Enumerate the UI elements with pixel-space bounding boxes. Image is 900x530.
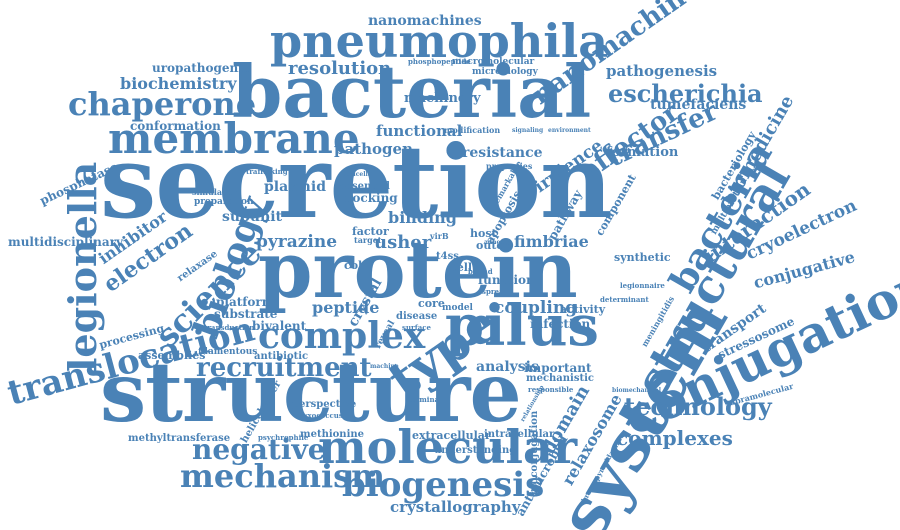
word-binding: binding	[388, 208, 457, 227]
word-terminal: terminal	[408, 395, 442, 404]
word-recruitment: recruitment	[196, 353, 372, 383]
word-pyrazine: pyrazine	[256, 232, 338, 252]
word-essential: essential	[340, 181, 390, 192]
word-mechanistic: mechanistic	[526, 373, 594, 384]
word-microbiology: microbiology	[472, 67, 538, 77]
word-chaperone: chaperone	[68, 85, 257, 123]
word-platform: platform	[216, 295, 275, 309]
word-adhesin: adhesin	[484, 239, 511, 246]
word-escherichia: escherichia	[608, 79, 763, 108]
word-subunit: subunit	[222, 209, 282, 225]
word-pneumophila: pneumophila	[270, 14, 609, 68]
word-complex: complex	[258, 315, 426, 357]
word-usher: usher	[374, 232, 432, 253]
word-disease: disease	[396, 311, 438, 322]
word-coli: coli	[344, 259, 367, 272]
word-protein: protein	[258, 225, 578, 316]
word-responsible: responsible	[528, 385, 574, 394]
word-macromolecular: macromolecular	[452, 57, 535, 67]
word-factor: factor	[352, 225, 389, 238]
word-model: model	[442, 303, 473, 313]
word-formation: formation	[606, 145, 679, 160]
word-functional: functional	[376, 122, 463, 140]
word-perspective: perspective	[292, 399, 357, 410]
word-technology: technology	[624, 392, 772, 421]
word-structure: structure	[100, 345, 522, 441]
word-properties: properties	[486, 161, 533, 171]
word-resistance: resistance	[462, 145, 543, 161]
word-negative: negative	[192, 433, 326, 466]
word-cell: cell	[450, 261, 473, 274]
word-mechanism: mechanism	[180, 457, 385, 495]
word-membrane: membrane	[108, 114, 360, 163]
word-pathogenesis: pathogenesis	[606, 62, 718, 80]
word-t4ss: t4ss	[436, 251, 459, 262]
word-pathogen: pathogen	[334, 140, 413, 158]
word-nanomachines: nanomachines	[368, 13, 482, 29]
word-bound: bound	[468, 267, 493, 276]
word-docking: docking	[344, 191, 398, 205]
word-virB: virB	[430, 231, 449, 241]
word-resolution: resolution	[288, 58, 392, 79]
word-trafficking: trafficking	[246, 167, 288, 176]
word-biogenesis: biogenesis	[342, 465, 545, 505]
word-filamentous: filamentous	[198, 347, 258, 357]
word-extracellular: extracellular	[412, 429, 491, 442]
word-substrate: substrate	[214, 307, 278, 321]
word-molecular: molecular	[318, 420, 578, 474]
word-transduction: transduction	[204, 323, 255, 332]
word-myxococcus: myxococcus	[296, 411, 343, 420]
word-signaling: signaling	[512, 127, 544, 134]
word-preparation: preparation	[194, 197, 254, 207]
word-analysis: analysis	[476, 359, 539, 375]
word-biomechanical: biomechanical	[612, 387, 662, 394]
word-complexes: complexes	[616, 426, 733, 450]
word-spread: spread	[482, 287, 509, 296]
word-host: host	[470, 227, 497, 240]
word-methionine: methionine	[300, 429, 365, 440]
word-activity: activity	[560, 303, 606, 316]
word-function: function	[478, 273, 535, 287]
word-fimbriae: fimbriae	[514, 232, 589, 251]
word-legionnaire: legionnaire	[620, 281, 665, 290]
word-tumefaciens: tumefaciens	[650, 97, 747, 113]
word-brucella: brucella	[344, 171, 372, 178]
word-bivalent: bivalent	[252, 319, 307, 333]
word-environment: environment	[548, 127, 591, 134]
word-antibiotic: antibiotic	[254, 351, 309, 362]
word-multidisciplinary: multidisciplinary	[8, 235, 123, 249]
word-target: target	[354, 235, 382, 245]
word-peptide: peptide	[312, 298, 380, 317]
word-machinery: machinery	[404, 91, 481, 106]
word-surface: surface	[402, 323, 431, 332]
word-secretion: secretion	[100, 123, 613, 241]
word-phosphopeptide: phosphopeptide	[408, 57, 471, 66]
word-determinant: determinant	[600, 295, 649, 304]
word-synthetic: synthetic	[614, 251, 671, 264]
word-psychrophile: psychrophile	[258, 433, 309, 442]
word-core: core	[418, 297, 445, 310]
word-crystallography: crystallography	[390, 498, 521, 516]
word-simulation: simulation	[192, 187, 240, 197]
word-assemblies: assemblies	[138, 349, 206, 362]
word-modification: modification	[444, 125, 501, 135]
word-conformation: conformation	[130, 119, 221, 133]
word-important: important	[524, 361, 592, 375]
word-bioconjugation: bioconjugation	[529, 410, 540, 495]
word-understanding: understanding	[434, 445, 517, 456]
word-machine: machine	[370, 363, 399, 370]
word-bacterial: bacterial	[232, 49, 592, 134]
word-intracellular: intracellular	[484, 429, 555, 440]
word-plasmid: plasmid	[264, 179, 326, 195]
word-infection: infection	[530, 317, 591, 331]
word-pilus: pilus	[445, 293, 599, 359]
word-biochemistry: biochemistry	[120, 74, 237, 93]
word-methyltransferase: methyltransferase	[128, 433, 231, 444]
word-outer: outer	[476, 239, 510, 252]
word-uropathogenic: uropathogenic	[152, 61, 251, 75]
word-coupling: coupling	[494, 298, 578, 318]
